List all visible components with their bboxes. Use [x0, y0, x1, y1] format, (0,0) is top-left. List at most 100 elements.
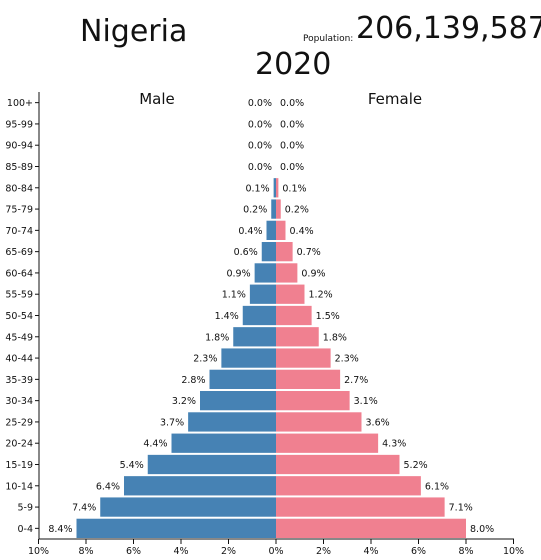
female-value-label: 6.1%: [425, 481, 449, 492]
female-bar-10-14: [276, 476, 421, 496]
x-tick-label: 6%: [411, 546, 426, 557]
male-bar-45-49: [233, 327, 276, 347]
age-group-label: 70-74: [5, 226, 33, 237]
age-group-label: 5-9: [17, 503, 33, 514]
male-value-label: 2.3%: [193, 354, 217, 365]
female-bar-80-84: [276, 178, 279, 198]
female-value-label: 8.0%: [470, 524, 494, 535]
male-value-label: 5.4%: [120, 460, 144, 471]
male-bar-5-9: [100, 497, 276, 517]
male-value-label: 0.0%: [248, 119, 272, 130]
x-tick-label: 0%: [268, 546, 283, 557]
male-value-label: 0.0%: [248, 162, 272, 173]
male-bar-80-84: [273, 178, 276, 198]
x-tick-label: 4%: [173, 546, 188, 557]
age-group-label: 15-19: [5, 460, 33, 471]
female-bar-55-59: [276, 284, 305, 304]
female-bar-75-79: [276, 199, 281, 219]
age-group-label: 95-99: [5, 119, 33, 130]
x-tick-label: 2%: [221, 546, 236, 557]
x-tick-label: 8%: [458, 546, 473, 557]
male-bar-20-24: [171, 433, 276, 453]
male-bar-30-34: [200, 391, 276, 411]
male-value-label: 6.4%: [96, 481, 120, 492]
x-tick-label: 6%: [126, 546, 141, 557]
male-bar-75-79: [271, 199, 276, 219]
age-group-label: 10-14: [5, 481, 33, 492]
female-value-label: 0.7%: [297, 247, 321, 258]
male-bar-25-29: [188, 412, 276, 432]
male-value-label: 8.4%: [48, 524, 72, 535]
male-value-label: 1.4%: [215, 311, 239, 322]
age-group-label: 25-29: [5, 417, 33, 428]
female-value-label: 2.7%: [344, 375, 368, 386]
female-bar-50-54: [276, 305, 312, 326]
male-bar-15-19: [147, 454, 276, 475]
female-bar-20-24: [276, 433, 379, 453]
male-value-label: 7.4%: [72, 503, 96, 514]
female-bar-40-44: [276, 348, 331, 368]
male-value-label: 0.4%: [238, 226, 262, 237]
age-group-label: 30-34: [5, 396, 33, 407]
year-title: 2020: [255, 47, 332, 82]
male-bar-40-44: [221, 348, 276, 368]
female-value-label: 0.0%: [280, 162, 304, 173]
female-bar-35-39: [276, 369, 341, 389]
age-group-label: 80-84: [5, 183, 33, 194]
female-bar-5-9: [276, 497, 445, 517]
female-bar-70-74: [276, 220, 286, 240]
male-value-label: 3.7%: [160, 417, 184, 428]
age-group-label: 40-44: [5, 354, 33, 365]
female-value-label: 3.6%: [366, 417, 390, 428]
age-group-label: 100+: [7, 98, 33, 109]
x-tick-label: 4%: [363, 546, 378, 557]
female-value-label: 7.1%: [449, 503, 473, 514]
x-tick-label: 10%: [503, 546, 524, 557]
age-group-label: 75-79: [5, 205, 33, 216]
female-bar-0-4: [276, 518, 466, 538]
male-bar-65-69: [261, 242, 276, 262]
female-bar-15-19: [276, 454, 400, 475]
female-value-label: 0.0%: [280, 119, 304, 130]
female-value-label: 1.5%: [316, 311, 340, 322]
age-group-label: 35-39: [5, 375, 33, 386]
male-bar-0-4: [76, 518, 276, 538]
female-value-label: 4.3%: [382, 439, 406, 450]
female-value-label: 0.4%: [290, 226, 314, 237]
legend-female: Female: [368, 90, 422, 108]
female-value-label: 0.1%: [282, 183, 306, 194]
male-value-label: 1.8%: [205, 332, 229, 343]
age-group-label: 85-89: [5, 162, 33, 173]
female-value-label: 0.0%: [280, 98, 304, 109]
country-title: Nigeria: [80, 14, 188, 49]
male-bar-35-39: [209, 369, 276, 389]
age-group-label: 60-64: [5, 268, 33, 279]
female-value-label: 1.2%: [309, 290, 333, 301]
male-value-label: 0.6%: [234, 247, 258, 258]
female-bar-65-69: [276, 242, 293, 262]
population-value: 206,139,587: [356, 11, 541, 46]
male-bar-60-64: [254, 263, 276, 283]
male-value-label: 0.2%: [243, 205, 267, 216]
male-bar-55-59: [249, 284, 276, 304]
age-group-label: 45-49: [5, 332, 33, 343]
female-value-label: 1.8%: [323, 332, 347, 343]
age-group-label: 50-54: [5, 311, 33, 322]
female-value-label: 0.2%: [285, 205, 309, 216]
male-value-label: 0.9%: [226, 268, 250, 279]
female-bar-25-29: [276, 412, 362, 432]
male-value-label: 0.0%: [248, 141, 272, 152]
age-group-label: 90-94: [5, 141, 33, 152]
female-value-label: 0.9%: [301, 268, 325, 279]
age-group-label: 65-69: [5, 247, 33, 258]
age-group-label: 0-4: [17, 524, 33, 535]
female-bar-60-64: [276, 263, 298, 283]
age-group-label: 20-24: [5, 439, 33, 450]
male-value-label: 1.1%: [222, 290, 246, 301]
female-bar-45-49: [276, 327, 319, 347]
x-tick-label: 2%: [316, 546, 331, 557]
female-value-label: 2.3%: [335, 354, 359, 365]
male-bar-70-74: [266, 220, 276, 240]
male-bar-10-14: [124, 476, 276, 496]
